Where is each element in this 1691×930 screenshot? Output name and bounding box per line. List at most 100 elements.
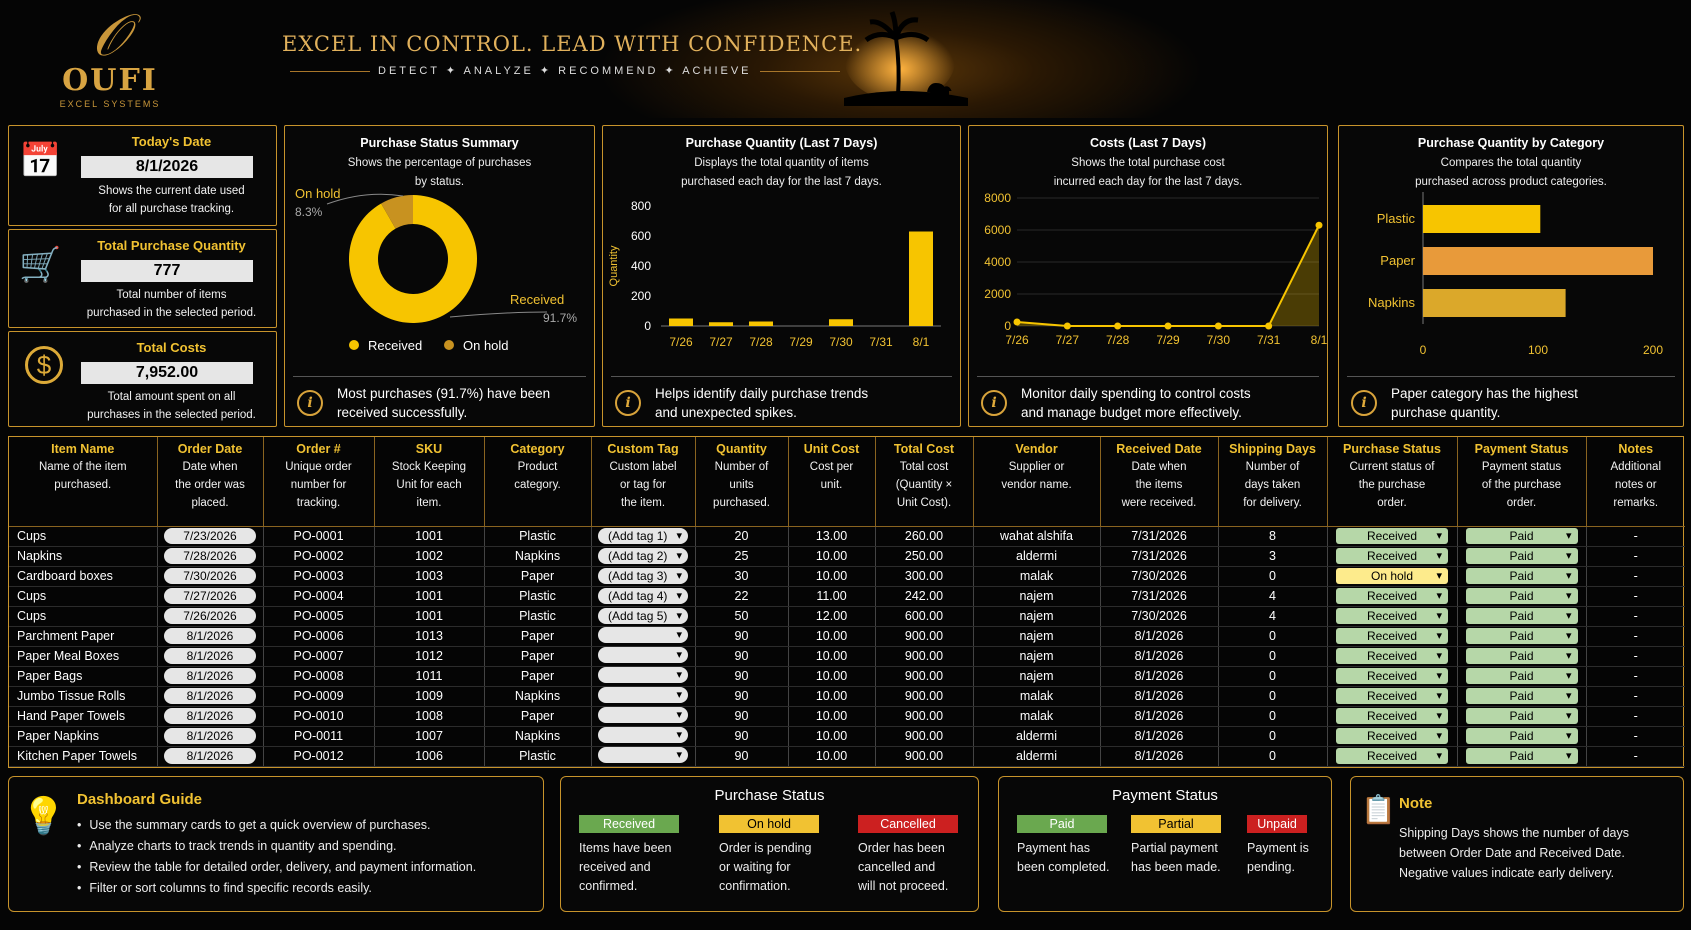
custom-tag-dropdown[interactable] — [598, 726, 688, 743]
payment-status-dropdown[interactable]: Paid — [1465, 748, 1578, 764]
purchase-status-dropdown[interactable]: Received — [1336, 528, 1448, 544]
table-row[interactable]: Kitchen Paper Towels 8/1/2026 PO-0012 1006 P… — [9, 746, 1685, 767]
column-header[interactable]: Unit Cost Cost per unit. — [788, 437, 876, 527]
table-cell: Received — [1327, 686, 1458, 707]
column-header[interactable]: Category Product category. — [484, 437, 592, 527]
custom-tag-dropdown[interactable]: (Add tag 5) — [598, 608, 688, 624]
category-label: Napkins — [1368, 295, 1415, 310]
table-cell: PO-0011 — [263, 726, 375, 747]
column-description: Cost per — [809, 461, 854, 473]
table-header-row: Item Name Name of the item purchased. Order… — [9, 437, 1685, 527]
insight-line: and manage budget more effectively. — [1021, 405, 1242, 420]
x-tick-label: 7/31 — [1257, 333, 1281, 347]
purchase-status-dropdown[interactable]: Received — [1336, 688, 1448, 704]
table-row[interactable]: Hand Paper Towels 8/1/2026 PO-0010 1008 Pape… — [9, 706, 1685, 727]
payment-status-dropdown[interactable]: Paid — [1465, 728, 1578, 744]
order-date-pill[interactable]: 8/1/2026 — [164, 628, 256, 644]
table-cell: 8/1/2026 — [1100, 666, 1219, 687]
column-header[interactable]: Purchase Status Current status of the purc… — [1327, 437, 1458, 527]
column-header[interactable]: Item Name Name of the item purchased. — [9, 437, 158, 527]
x-tick-label: 100 — [1528, 343, 1548, 357]
table-cell: 10.00 — [788, 626, 876, 647]
order-date-pill[interactable]: 8/1/2026 — [164, 708, 256, 724]
purchase-status-dropdown[interactable]: On hold — [1336, 568, 1448, 584]
purchase-status-dropdown[interactable]: Received — [1336, 648, 1448, 664]
order-date-pill[interactable]: 7/26/2026 — [164, 608, 256, 624]
custom-tag-dropdown[interactable] — [598, 666, 688, 683]
column-header[interactable]: SKU Stock Keeping Unit for each item. — [374, 437, 485, 527]
table-cell: 11.00 — [788, 586, 876, 607]
table-cell: Hand Paper Towels — [9, 706, 158, 727]
payment-status-dropdown[interactable]: Paid — [1465, 688, 1578, 704]
payment-status-dropdown[interactable]: Paid — [1465, 628, 1578, 644]
order-date-pill[interactable]: 8/1/2026 — [164, 728, 256, 744]
table-row[interactable]: Cups 7/23/2026 PO-0001 1001 Plastic (Add tag … — [9, 526, 1685, 547]
column-header[interactable]: Custom Tag Custom label or tag for the item… — [591, 437, 696, 527]
column-header[interactable]: Quantity Number of units purchased. — [695, 437, 789, 527]
custom-tag-dropdown[interactable] — [598, 686, 688, 703]
payment-status-dropdown[interactable]: Paid — [1465, 668, 1578, 684]
order-date-pill[interactable]: 8/1/2026 — [164, 748, 256, 764]
table-cell: najem — [973, 586, 1101, 607]
custom-tag-dropdown[interactable]: (Add tag 1) — [598, 528, 688, 544]
table-row[interactable]: Jumbo Tissue Rolls 8/1/2026 PO-0009 1009 Nap… — [9, 686, 1685, 707]
desc-line: Payment has — [1017, 841, 1090, 855]
payment-status-dropdown[interactable]: Paid — [1465, 568, 1578, 584]
order-date-pill[interactable]: 8/1/2026 — [164, 648, 256, 664]
payment-status-dropdown[interactable]: Paid — [1465, 548, 1578, 564]
table-cell: - — [1586, 666, 1685, 687]
table-row[interactable]: Cups 7/26/2026 PO-0005 1001 Plastic (Add tag … — [9, 606, 1685, 627]
custom-tag-dropdown[interactable]: (Add tag 2) — [598, 548, 688, 564]
purchase-status-dropdown[interactable]: Received — [1336, 728, 1448, 744]
column-header[interactable]: Payment Status Payment status of the purch… — [1457, 437, 1587, 527]
custom-tag-dropdown[interactable] — [598, 626, 688, 643]
column-header[interactable]: Received Date Date when the items were rece… — [1100, 437, 1219, 527]
purchase-status-dropdown[interactable]: Received — [1336, 668, 1448, 684]
column-description: Current status of — [1349, 461, 1435, 473]
order-date-pill[interactable]: 7/28/2026 — [164, 548, 256, 564]
purchase-status-dropdown[interactable]: Received — [1336, 588, 1448, 604]
purchase-status-dropdown[interactable]: Received — [1336, 608, 1448, 624]
custom-tag-dropdown[interactable]: (Add tag 4) — [598, 588, 688, 604]
payment-status-dropdown[interactable]: Paid — [1465, 528, 1578, 544]
order-date-pill[interactable]: 8/1/2026 — [164, 668, 256, 684]
custom-tag-dropdown[interactable] — [598, 746, 688, 763]
payment-status-dropdown[interactable]: Paid — [1465, 708, 1578, 724]
custom-tag-dropdown[interactable]: (Add tag 3) — [598, 568, 688, 584]
table-cell: - — [1586, 606, 1685, 627]
order-date-pill[interactable]: 8/1/2026 — [164, 688, 256, 704]
table-cell: 1003 — [374, 566, 485, 587]
order-date-pill[interactable]: 7/30/2026 — [164, 568, 256, 584]
payment-status-dropdown[interactable]: Paid — [1465, 588, 1578, 604]
column-header[interactable]: Notes Additional notes or remarks. — [1586, 437, 1685, 527]
column-header[interactable]: Shipping Days Number of days taken for deli… — [1218, 437, 1328, 527]
table-row[interactable]: Paper Meal Boxes 8/1/2026 PO-0007 1012 Paper… — [9, 646, 1685, 667]
column-header[interactable]: Vendor Supplier or vendor name. — [973, 437, 1101, 527]
column-header[interactable]: Order # Unique order number for tracking. — [263, 437, 375, 527]
column-header[interactable]: Total Cost Total cost (Quantity × Unit Cost… — [875, 437, 974, 527]
order-date-pill[interactable]: 7/23/2026 — [164, 528, 256, 544]
purchase-status-dropdown[interactable]: Received — [1336, 748, 1448, 764]
payment-status-dropdown[interactable]: Paid — [1465, 608, 1578, 624]
table-row[interactable]: Cardboard boxes 7/30/2026 PO-0003 1003 Paper… — [9, 566, 1685, 587]
payment-status-dropdown[interactable]: Paid — [1465, 648, 1578, 664]
legend-swatch — [444, 340, 454, 350]
table-row[interactable]: Cups 7/27/2026 PO-0004 1001 Plastic (Add tag … — [9, 586, 1685, 607]
column-description: Custom label — [609, 461, 677, 473]
y-tick-label: 200 — [631, 289, 651, 303]
card-description: Total number of items purchased in the se… — [75, 286, 268, 322]
purchase-status-dropdown[interactable]: Received — [1336, 708, 1448, 724]
header-banner: 𝒪 OUFI EXCEL SYSTEMS EXCEL IN CONTROL. L… — [0, 0, 1691, 118]
table-cell: Paper Napkins — [9, 726, 158, 747]
purchase-status-dropdown[interactable]: Received — [1336, 548, 1448, 564]
slice-leader-line — [449, 311, 548, 318]
table-row[interactable]: Napkins 7/28/2026 PO-0002 1002 Napkins (Add t… — [9, 546, 1685, 567]
custom-tag-dropdown[interactable] — [598, 706, 688, 723]
column-header[interactable]: Order Date Date when the order was placed. — [157, 437, 264, 527]
order-date-pill[interactable]: 7/27/2026 — [164, 588, 256, 604]
purchase-status-dropdown[interactable]: Received — [1336, 628, 1448, 644]
custom-tag-dropdown[interactable] — [598, 646, 688, 663]
